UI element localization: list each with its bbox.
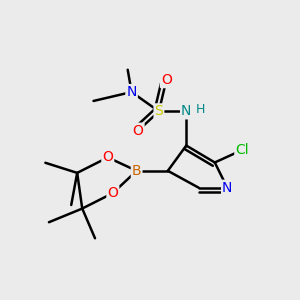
Text: B: B <box>132 164 141 178</box>
Text: S: S <box>154 104 163 118</box>
Text: O: O <box>161 73 172 87</box>
Text: O: O <box>102 150 113 164</box>
Text: H: H <box>196 103 205 116</box>
Text: N: N <box>126 85 137 99</box>
Text: O: O <box>107 186 118 200</box>
Text: N: N <box>181 104 191 118</box>
Text: N: N <box>222 181 232 195</box>
Text: Cl: Cl <box>235 143 249 157</box>
Text: O: O <box>133 124 143 138</box>
